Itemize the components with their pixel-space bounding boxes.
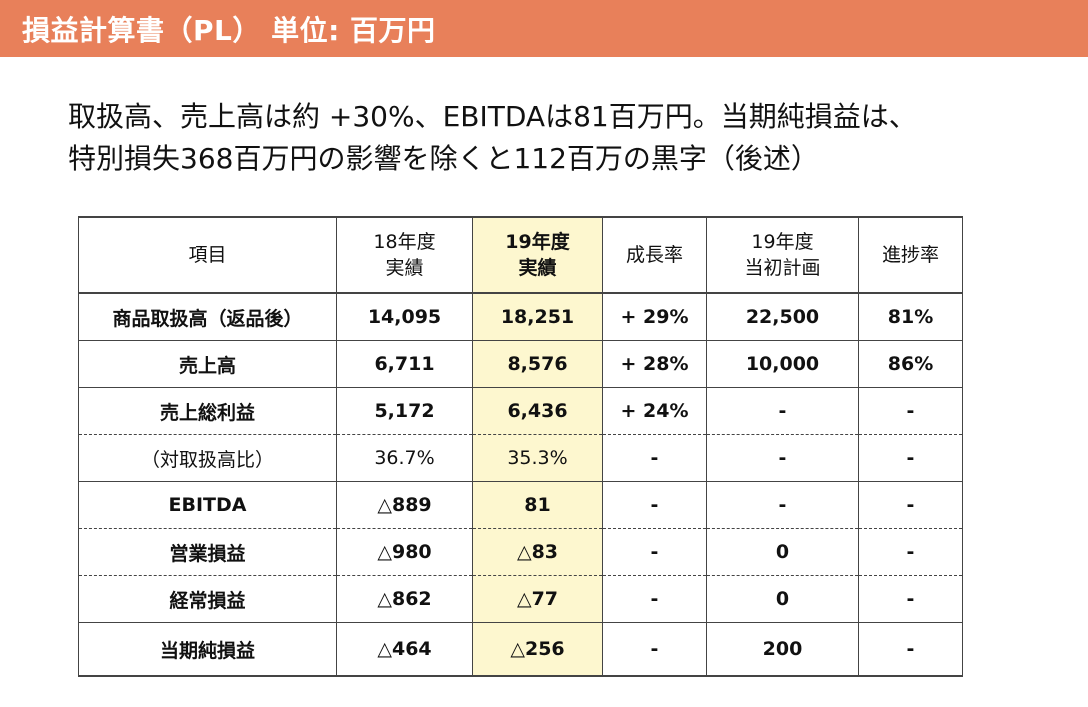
- cell-progress: 86%: [858, 340, 963, 388]
- cell-growth: + 28%: [602, 340, 707, 388]
- table-row: 当期純損益 △464 △256-200-: [78, 622, 963, 677]
- cell-item: EBITDA: [78, 481, 337, 529]
- cell-fy19: 18,251: [472, 293, 603, 341]
- cell-item: 商品取扱高（返品後）: [78, 293, 337, 341]
- summary-line-2: 特別損失368百万円の影響を除くと112百万の黒字（後述）: [68, 142, 819, 175]
- header-fy18-actual: 18年度実績: [336, 216, 473, 294]
- table-body: 商品取扱高（返品後） 14,095 18,251 + 29% 22,500 81% 売上高 6…: [78, 293, 963, 677]
- header-line: 19年度: [505, 231, 570, 253]
- table-row: 売上高 6,711 8,576 + 28% 10,000 86%: [78, 340, 963, 388]
- cell-plan: -: [706, 387, 859, 435]
- header-line: 19年度: [751, 231, 814, 253]
- cell-item: （対取扱高比）: [78, 434, 337, 482]
- cell-item: 売上総利益: [78, 387, 337, 435]
- cell-growth: + 24%: [602, 387, 707, 435]
- cell-plan: 10,000: [706, 340, 859, 388]
- table-row: （対取扱高比） 36.7% 35.3% - - -: [78, 434, 963, 482]
- header-line: 実績: [518, 257, 557, 279]
- cell-progress: -: [858, 622, 963, 677]
- cell-plan: -: [706, 434, 859, 482]
- header-bar: 損益計算書（PL） 単位: 百万円: [0, 0, 1088, 57]
- cell-item: 経常損益: [78, 575, 337, 623]
- cell-fy19: 6,436: [472, 387, 603, 435]
- cell-item: 売上高: [78, 340, 337, 388]
- cell-plan: 200: [706, 622, 859, 677]
- header-growth-rate: 成長率: [602, 216, 707, 294]
- cell-growth: -: [602, 481, 707, 529]
- summary-text: 取扱高、売上高は約 +30%、EBITDAは81百万円。当期純損益は、 特別損失…: [68, 96, 1058, 180]
- cell-fy18: △464: [336, 622, 473, 677]
- pl-table: 項目 18年度実績 19年度実績 成長率 19年度当初計画 進捗率 商品取扱高（…: [78, 216, 963, 677]
- summary-line-1: 取扱高、売上高は約 +30%、EBITDAは81百万円。当期純損益は、: [68, 100, 917, 133]
- table-header-row: 項目 18年度実績 19年度実績 成長率 19年度当初計画 進捗率: [78, 216, 963, 294]
- cell-fy19: 81: [472, 481, 603, 529]
- cell-plan: 0: [706, 528, 859, 576]
- page-title: 損益計算書（PL） 単位: 百万円: [22, 13, 436, 47]
- cell-fy18: 6,711: [336, 340, 473, 388]
- cell-progress: 81%: [858, 293, 963, 341]
- cell-fy19: △83: [472, 528, 603, 576]
- cell-plan: 22,500: [706, 293, 859, 341]
- header-line: 実績: [385, 257, 424, 279]
- table-row: 経常損益 △862 △77-0-: [78, 575, 963, 623]
- cell-fy18: 36.7%: [336, 434, 473, 482]
- header-item: 項目: [78, 216, 337, 294]
- table-row: 商品取扱高（返品後） 14,095 18,251 + 29% 22,500 81%: [78, 293, 963, 341]
- cell-progress: -: [858, 481, 963, 529]
- cell-fy19: 8,576: [472, 340, 603, 388]
- table-row: 営業損益 △980 △83-0-: [78, 528, 963, 576]
- header-line: 18年度: [373, 231, 436, 253]
- cell-progress: -: [858, 434, 963, 482]
- cell-item: 当期純損益: [78, 622, 337, 677]
- cell-item: 営業損益: [78, 528, 337, 576]
- header-line: 当初計画: [744, 257, 821, 279]
- header-fy19-actual: 19年度実績: [472, 216, 603, 294]
- cell-growth: -: [602, 622, 707, 677]
- cell-growth: -: [602, 575, 707, 623]
- cell-fy18: △980: [336, 528, 473, 576]
- cell-plan: -: [706, 481, 859, 529]
- cell-fy19: △256: [472, 622, 603, 677]
- cell-fy18: 14,095: [336, 293, 473, 341]
- cell-progress: -: [858, 387, 963, 435]
- cell-growth: -: [602, 528, 707, 576]
- cell-fy18: △889: [336, 481, 473, 529]
- table-row: 売上総利益 5,172 6,436 + 24% - -: [78, 387, 963, 435]
- table-row: EBITDA △889 81- - -: [78, 481, 963, 529]
- cell-fy19: 35.3%: [472, 434, 603, 482]
- cell-fy18: △862: [336, 575, 473, 623]
- cell-progress: -: [858, 575, 963, 623]
- header-fy19-plan: 19年度当初計画: [706, 216, 859, 294]
- cell-fy18: 5,172: [336, 387, 473, 435]
- cell-plan: 0: [706, 575, 859, 623]
- cell-fy19: △77: [472, 575, 603, 623]
- cell-growth: + 29%: [602, 293, 707, 341]
- header-progress-rate: 進捗率: [858, 216, 963, 294]
- cell-progress: -: [858, 528, 963, 576]
- cell-growth: -: [602, 434, 707, 482]
